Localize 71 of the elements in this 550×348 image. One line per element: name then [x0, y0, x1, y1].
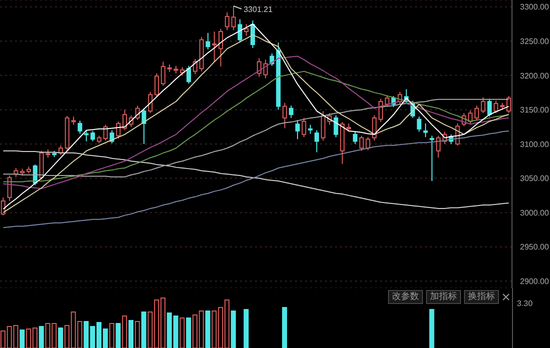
candlestick	[148, 91, 153, 114]
candlestick	[352, 131, 358, 144]
candlestick	[384, 94, 390, 107]
candlestick	[506, 96, 511, 114]
y-tick-label: 2950.00	[520, 242, 550, 252]
candlestick	[78, 120, 82, 134]
bar	[282, 307, 288, 348]
annotation: 3301.21	[244, 5, 274, 14]
bar	[20, 330, 25, 348]
candlestick	[142, 108, 146, 144]
y-tick-label: 2900.00	[520, 276, 550, 286]
candlestick	[314, 130, 319, 153]
y-tick-label: 3100.00	[520, 140, 550, 149]
bar	[141, 312, 146, 348]
candlestick	[487, 98, 492, 118]
candlestick	[423, 122, 428, 138]
candlestick	[372, 114, 377, 142]
candlestick	[256, 58, 262, 78]
candlestick	[160, 61, 166, 86]
y-tick-label: 3200.00	[520, 71, 550, 80]
annotation: 加指标	[426, 290, 461, 304]
y-tick-label: 3050.00	[520, 174, 550, 184]
annotation: 改参数	[388, 290, 423, 304]
candlestick	[206, 32, 210, 50]
candlestick	[186, 65, 191, 84]
candlestick	[302, 117, 306, 138]
candlestick	[468, 110, 473, 124]
candlestick	[494, 100, 498, 114]
line-series	[2, 98, 510, 178]
candlestick	[250, 20, 255, 48]
candlestick	[224, 12, 230, 31]
candlestick	[416, 116, 422, 132]
candlestick	[295, 120, 300, 140]
y-tick-label: 3150.00	[520, 106, 550, 115]
y-tick-label: 3300.00	[520, 2, 550, 12]
bar	[186, 318, 192, 348]
candlestick	[231, 6, 236, 31]
candlestick	[192, 58, 198, 75]
candlestick	[282, 102, 287, 129]
bar	[58, 328, 64, 348]
candlestick	[474, 105, 479, 120]
candlestick	[320, 110, 326, 142]
candlestick	[244, 24, 249, 36]
bar	[128, 320, 134, 348]
candlestick	[334, 114, 338, 138]
bar	[429, 309, 434, 348]
candlestick	[288, 105, 294, 118]
y-tick-label: 3000.00	[520, 208, 550, 218]
bar	[38, 326, 44, 348]
candlestick	[90, 130, 95, 142]
y-tick-label: 3250.00	[520, 36, 550, 46]
bar	[244, 309, 249, 348]
candlestick	[103, 124, 108, 142]
candlestick	[154, 72, 159, 98]
candlestick	[436, 135, 441, 158]
candlestick	[480, 96, 486, 114]
bar	[230, 310, 236, 348]
annotation: 换指标	[464, 290, 499, 304]
candlestick	[110, 130, 114, 144]
text: 3.30	[517, 299, 533, 308]
candlestick	[122, 109, 127, 131]
bar	[205, 310, 210, 348]
candlestick	[430, 135, 434, 182]
candlestick	[84, 130, 89, 142]
candlestick	[58, 144, 63, 156]
candlestick	[116, 120, 121, 140]
candlestick	[270, 52, 274, 66]
candlestick	[218, 28, 223, 68]
candlestick	[212, 31, 217, 62]
candlestick	[238, 18, 242, 44]
bar	[116, 323, 121, 348]
